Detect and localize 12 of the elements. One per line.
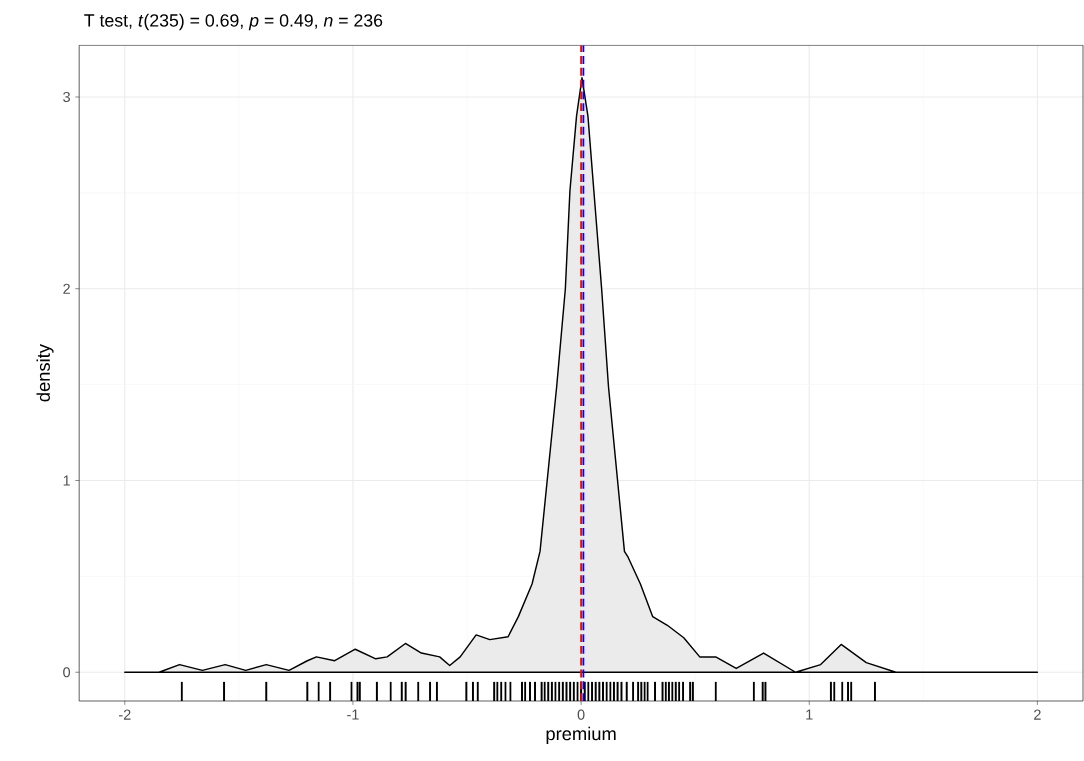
x-axis-title: premium [546, 726, 616, 744]
y-tick-label: 2 [63, 283, 70, 294]
x-tick-label: 2 [1034, 709, 1041, 720]
y-tick-label: 0 [63, 667, 71, 678]
x-tick-label: 1 [806, 709, 813, 720]
x-tick-label: 0 [577, 709, 585, 720]
x-tick-label: -2 [119, 709, 131, 720]
y-axis-title: density [36, 344, 54, 402]
y-tick-label: 1 [63, 475, 70, 486]
chart-title: T test, t(235) = 0.69, p = 0.49, n = 236 [84, 13, 383, 31]
x-tick-label: -1 [347, 709, 359, 720]
y-tick-label: 3 [63, 91, 70, 103]
